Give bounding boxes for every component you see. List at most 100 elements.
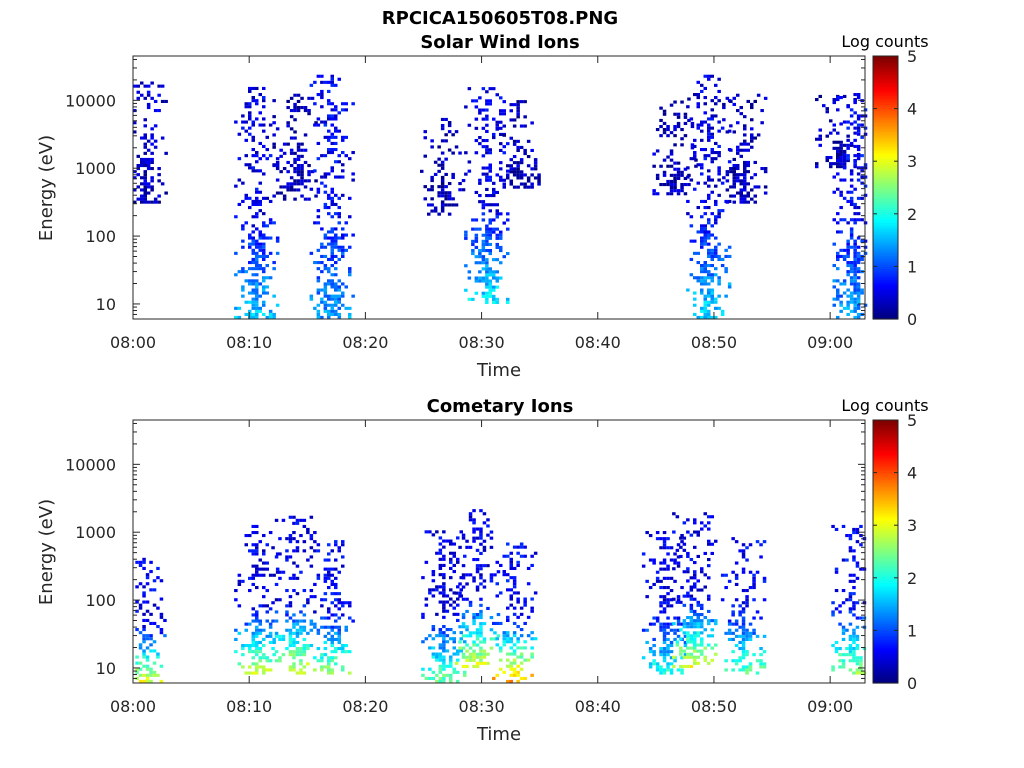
heatmap-cell (463, 673, 467, 677)
heatmap-cell (341, 169, 345, 173)
heatmap-cell (703, 148, 707, 152)
heatmap-cell (330, 166, 334, 170)
heatmap-cell (848, 637, 853, 641)
heatmap-cell (458, 545, 462, 549)
heatmap-cell (537, 179, 541, 183)
heatmap-cell (512, 142, 517, 146)
heatmap-cell (255, 671, 259, 675)
heatmap-cell (255, 199, 259, 203)
heatmap-cell (302, 613, 307, 617)
colorbar-segment (873, 137, 898, 140)
heatmap-cell (849, 108, 854, 112)
heatmap-cell (512, 658, 517, 662)
heatmap-cell (717, 279, 721, 283)
heatmap-cell (478, 178, 482, 182)
heatmap-cell (458, 646, 462, 650)
heatmap-cell (853, 120, 857, 124)
heatmap-cell (248, 309, 252, 313)
heatmap-cell (530, 655, 534, 659)
heatmap-cell (693, 251, 697, 255)
heatmap-cell (495, 120, 499, 124)
heatmap-cell (445, 594, 450, 598)
heatmap-cell (729, 185, 733, 189)
heatmap-cell (334, 576, 338, 580)
heatmap-cell (669, 189, 674, 193)
heatmap-cell (502, 133, 506, 137)
heatmap-cell (707, 542, 711, 546)
heatmap-cell (836, 230, 840, 234)
heatmap-cell (682, 594, 687, 598)
colorbar-segment (873, 678, 898, 682)
heatmap-cell (700, 619, 704, 623)
heatmap-cell (696, 163, 700, 167)
colorbar-segment (873, 209, 898, 213)
heatmap-cell (855, 561, 860, 565)
heatmap-cell (687, 97, 691, 101)
colorbar-segment (873, 288, 898, 292)
heatmap-cell (241, 579, 245, 583)
heatmap-cell (707, 273, 711, 277)
heatmap-cell (831, 613, 835, 617)
heatmap-cell (753, 99, 757, 103)
heatmap-cell (351, 151, 355, 155)
heatmap-cell (502, 178, 506, 182)
heatmap-cell (330, 613, 334, 617)
heatmap-cell (673, 561, 677, 565)
heatmap-cell (431, 588, 436, 592)
heatmap-cell (334, 141, 338, 145)
heatmap-cell (655, 665, 660, 669)
heatmap-cell (731, 613, 735, 617)
heatmap-cell (852, 647, 856, 651)
heatmap-cell (714, 306, 718, 310)
heatmap-cell (856, 172, 861, 176)
heatmap-cell (689, 273, 694, 277)
heatmap-cell (512, 634, 517, 638)
heatmap-cell (140, 182, 144, 186)
heatmap-cell (666, 537, 670, 541)
heatmap-cell (736, 179, 740, 183)
heatmap-cell (760, 167, 764, 171)
heatmap-cell (258, 245, 262, 249)
heatmap-cell (292, 589, 296, 593)
heatmap-cell (323, 233, 328, 237)
heatmap-cell (495, 297, 499, 301)
heatmap-cell (669, 183, 674, 187)
colorbar-segment (873, 564, 898, 568)
heatmap-cell (743, 188, 747, 192)
heatmap-cell (136, 197, 140, 201)
heatmap-cell (146, 148, 151, 152)
heatmap-cell (306, 647, 310, 651)
heatmap-cell (428, 591, 432, 595)
heatmap-cell (327, 196, 331, 200)
heatmap-cell (707, 218, 711, 222)
heatmap-cell (251, 631, 255, 635)
heatmap-cell (330, 644, 334, 648)
heatmap-cell (759, 543, 763, 547)
heatmap-cell (337, 549, 341, 553)
heatmap-cell (295, 576, 300, 580)
heatmap-cell (323, 616, 328, 620)
heatmap-cell (512, 606, 517, 610)
heatmap-cell (241, 239, 245, 243)
heatmap-cell (729, 124, 733, 128)
heatmap-cell (482, 539, 487, 543)
heatmap-cell (431, 646, 436, 650)
heatmap-cell (693, 640, 697, 644)
heatmap-cell (696, 579, 700, 583)
heatmap-cell (262, 653, 266, 657)
heatmap-cell (741, 607, 746, 611)
heatmap-cell (512, 566, 517, 570)
heatmap-cell (495, 242, 499, 246)
heatmap-cell (502, 151, 506, 155)
heatmap-cell (475, 655, 480, 659)
heatmap-cell (516, 563, 520, 567)
colorbar-segment (873, 194, 898, 197)
heatmap-cell (710, 658, 714, 662)
heatmap-cell (272, 315, 276, 319)
heatmap-cell (703, 524, 707, 528)
heatmap-cell (859, 662, 863, 666)
heatmap-cell (330, 141, 334, 145)
heatmap-cell (485, 224, 489, 228)
heatmap-cell (756, 93, 761, 97)
heatmap-cell (300, 182, 304, 186)
